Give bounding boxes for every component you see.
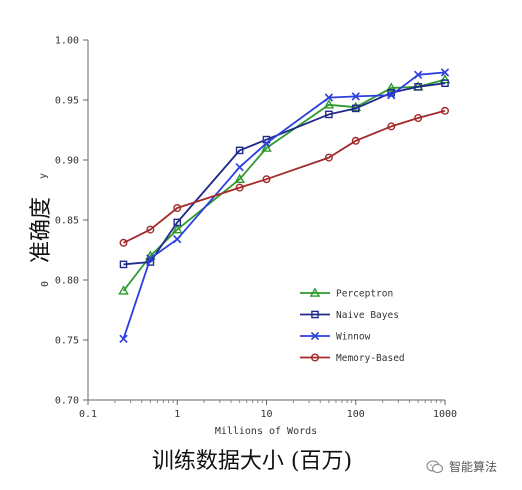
data-point-winnow bbox=[262, 139, 271, 148]
data-point-naive-bayes bbox=[235, 146, 244, 155]
series-line-memory-based bbox=[123, 109, 446, 244]
y-tick-label: 0.95 bbox=[55, 96, 79, 107]
y-tick-label: 0.80 bbox=[55, 276, 79, 287]
data-point-perceptron bbox=[234, 173, 245, 184]
data-point-naive-bayes bbox=[351, 104, 360, 113]
data-point-memory-based bbox=[324, 153, 333, 162]
legend-label: Winnow bbox=[336, 332, 371, 343]
legend-item-winnow: Winnow bbox=[300, 332, 371, 343]
y-axis-label: 准确度 bbox=[29, 197, 54, 263]
wechat-icon bbox=[426, 459, 444, 473]
legend-label: Memory-Based bbox=[336, 353, 405, 364]
legend-swatch-marker bbox=[309, 287, 321, 297]
legend-label: Naive Bayes bbox=[336, 310, 399, 321]
data-point-memory-based bbox=[351, 136, 360, 145]
data-point-naive-bayes bbox=[119, 260, 128, 269]
data-point-winnow bbox=[387, 91, 396, 100]
series-line-perceptron bbox=[122, 78, 446, 292]
data-point-naive-bayes bbox=[441, 79, 449, 87]
series-layer bbox=[118, 68, 451, 343]
y-axis-label-residual-top: y bbox=[38, 173, 49, 179]
legend: Perceptron Naive Bayes Winnow Memory-Based bbox=[300, 287, 405, 364]
data-point-memory-based bbox=[387, 122, 396, 131]
series-naive-bayes bbox=[119, 79, 449, 269]
data-point-winnow bbox=[235, 163, 244, 172]
data-point-memory-based bbox=[414, 113, 423, 122]
x-axis-label: Millions of Words bbox=[215, 426, 317, 437]
data-point-memory-based bbox=[235, 183, 244, 192]
series-line-winnow bbox=[122, 71, 446, 340]
data-point-winnow bbox=[351, 92, 360, 101]
legend-swatch-marker bbox=[310, 331, 320, 341]
data-point-memory-based bbox=[119, 238, 128, 247]
series-memory-based bbox=[119, 106, 450, 247]
data-point-memory-based bbox=[441, 106, 450, 115]
y-axis-ticks: 0.70 0.75 0.80 0.85 0.90 0.95 1.00 bbox=[55, 36, 88, 407]
legend-label: Perceptron bbox=[336, 289, 393, 300]
y-tick-label: 0.75 bbox=[55, 336, 79, 347]
y-tick-label: 0.85 bbox=[55, 216, 79, 227]
data-point-memory-based bbox=[262, 175, 271, 184]
data-point-perceptron bbox=[385, 82, 397, 92]
data-point-naive-bayes bbox=[414, 82, 422, 91]
y-tick-label: 1.00 bbox=[55, 36, 79, 47]
data-point-perceptron bbox=[118, 285, 129, 295]
y-axis-label-residual: 0 bbox=[40, 281, 51, 287]
data-point-winnow bbox=[119, 334, 128, 343]
data-point-winnow bbox=[413, 70, 423, 79]
data-point-naive-bayes bbox=[325, 110, 333, 119]
x-tick-label: 1 bbox=[174, 409, 180, 420]
x-tick-label: 0.1 bbox=[79, 409, 97, 420]
legend-item-naive-bayes: Naive Bayes bbox=[300, 310, 399, 321]
watermark: 智能算法 bbox=[426, 458, 497, 475]
data-point-memory-based bbox=[146, 225, 155, 234]
data-point-naive-bayes bbox=[173, 218, 182, 227]
data-point-winnow bbox=[440, 68, 450, 77]
series-line-naive-bayes bbox=[123, 82, 446, 266]
x-tick-label: 100 bbox=[347, 409, 365, 420]
series-perceptron bbox=[118, 74, 451, 295]
watermark-text: 智能算法 bbox=[449, 460, 498, 474]
y-tick-label: 0.90 bbox=[55, 156, 79, 167]
legend-item-memory-based: Memory-Based bbox=[300, 353, 405, 364]
data-point-perceptron bbox=[171, 224, 183, 234]
series-winnow bbox=[119, 68, 450, 343]
data-point-perceptron bbox=[323, 99, 335, 109]
x-axis-label-zh: 训练数据大小 (百万) bbox=[152, 449, 352, 474]
data-point-winnow bbox=[324, 93, 334, 102]
x-axis-ticks: 0.1 1 10 100 1000 bbox=[79, 400, 457, 420]
y-tick-label: 0.70 bbox=[55, 396, 79, 407]
data-point-winnow bbox=[146, 254, 155, 263]
data-point-perceptron bbox=[261, 142, 272, 152]
legend-item-perceptron: Perceptron bbox=[300, 287, 393, 300]
data-point-perceptron bbox=[439, 74, 451, 84]
x-tick-label: 1000 bbox=[433, 409, 457, 420]
x-tick-label: 10 bbox=[260, 409, 272, 420]
data-point-winnow bbox=[173, 235, 182, 244]
legend-swatch-marker bbox=[311, 353, 320, 362]
legend-swatch-marker bbox=[311, 310, 319, 319]
data-point-memory-based bbox=[173, 203, 182, 212]
